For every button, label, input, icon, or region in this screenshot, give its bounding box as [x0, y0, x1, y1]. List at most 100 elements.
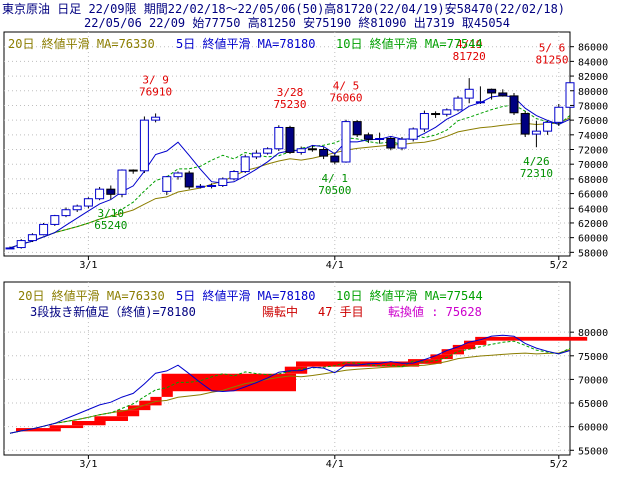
annotation-date: 4/ 5 [333, 80, 360, 93]
candle-body [5, 247, 15, 250]
candle-body [363, 134, 373, 140]
candle-body [375, 137, 385, 140]
candle-body [285, 126, 295, 153]
candle-body [397, 138, 407, 149]
annotation-value: 81720 [453, 50, 486, 63]
candle-body [50, 215, 60, 225]
annotation-date: 4/ 1 [322, 172, 349, 185]
candle-body [240, 156, 250, 173]
candle-body [520, 113, 530, 135]
legend-ma10: 10日 終値平滑 MA=77544 [336, 36, 483, 51]
candle-body [274, 126, 284, 150]
candle-body [251, 152, 261, 158]
new-price-brick [49, 425, 84, 429]
header-line-1: 東京原油 日足 22/09限 期間22/02/18～22/05/06(50)高8… [2, 1, 565, 16]
lower-ma10-line [9, 340, 571, 434]
candle-body [543, 121, 553, 132]
new-price-brick [16, 428, 61, 432]
candle-body [16, 240, 26, 249]
new-price-brick [116, 410, 140, 417]
candle-body [464, 88, 474, 99]
price-tick-label: 80000 [578, 87, 608, 98]
price-tick-label: 58000 [578, 248, 608, 259]
new-price-brick [161, 388, 173, 397]
candle-body [475, 101, 485, 104]
candle-body [128, 169, 138, 172]
annotation-date: 3/10 [98, 207, 125, 220]
legend-ma20-lower: 20日 終値平滑 MA=76330 [18, 288, 165, 303]
price-tick-label: 70000 [578, 160, 608, 171]
legend-ma5: 5日 終値平滑 MA=78180 [176, 36, 315, 51]
candle-body [263, 148, 273, 154]
header-line-2: 22/05/06 22/09 始77750 高81250 安75190 終810… [84, 15, 510, 30]
candle-body [72, 205, 82, 211]
candle-body [341, 121, 351, 163]
new-price-brick [94, 416, 128, 421]
price-tick-label: 62000 [578, 219, 608, 230]
candle-body [498, 92, 508, 97]
brick-date-tick-label: 3/1 [79, 459, 97, 470]
brick-grid [4, 282, 570, 455]
price-tick-label: 64000 [578, 204, 608, 215]
new-price-brick [408, 359, 442, 364]
brick-moving-average-lines [9, 334, 571, 434]
candle-body [95, 188, 105, 200]
brick-tick-label: 65000 [578, 399, 608, 410]
legend-ma10-lower: 10日 終値平滑 MA=77544 [336, 288, 483, 303]
annotation-value: 70500 [318, 184, 351, 197]
annotation-value: 76060 [329, 92, 362, 105]
candle-body [509, 95, 519, 114]
price-tick-label: 82000 [578, 72, 608, 83]
candle-body [307, 148, 317, 151]
price-y-axis: 58000 60000 62000 64000 66000 68000 70000 72000… [570, 43, 608, 259]
candle-body [173, 172, 183, 178]
price-x-axis: 3/1 4/1 5/2 [79, 256, 568, 271]
price-tick-label: 60000 [578, 234, 608, 245]
ma20-line [9, 117, 571, 249]
new-price-brick [430, 354, 453, 360]
trend-status: 陽転中 [262, 304, 298, 319]
price-tick-label: 78000 [578, 101, 608, 112]
new-price-bar-label: 3段抜き新値足（終値)=78180 [30, 304, 196, 319]
candle-body [453, 97, 463, 111]
annotation-date: 3/ 9 [142, 73, 169, 86]
annotation-date: 3/28 [277, 86, 304, 99]
annotation-value: 81250 [535, 54, 568, 67]
candle-body [487, 88, 497, 94]
legend-ma20: 20日 終値平滑 MA=76330 [8, 36, 155, 51]
annotation-value: 65240 [94, 219, 127, 232]
annotation-date: 4/26 [523, 155, 550, 168]
pivot-value: 転換値 : 75628 [388, 304, 482, 319]
price-tick-label: 76000 [578, 116, 608, 127]
candle-body [229, 171, 239, 180]
price-tick-label: 68000 [578, 175, 608, 186]
brick-tick-label: 75000 [578, 352, 608, 363]
candle-body [386, 137, 396, 149]
brick-date-tick-label: 4/1 [326, 459, 344, 470]
brick-tick-label: 80000 [578, 328, 608, 339]
candlestick-series [5, 78, 575, 250]
candle-body [419, 113, 429, 130]
new-price-brick [72, 420, 106, 426]
candle-body [195, 185, 205, 188]
candle-body [565, 82, 575, 108]
candle-body [554, 106, 564, 123]
candle-body [207, 184, 217, 187]
annotation-date: 5/ 6 [539, 42, 566, 55]
candle-body [117, 169, 127, 195]
candle-body [184, 172, 194, 188]
lower-ma5-line [9, 334, 571, 434]
brick-date-tick-label: 5/2 [550, 459, 568, 470]
date-tick-label: 4/1 [326, 260, 344, 271]
price-tick-label: 72000 [578, 146, 608, 157]
brick-tick-label: 55000 [578, 446, 608, 457]
new-price-brick [128, 405, 151, 411]
candle-body [531, 130, 541, 135]
new-price-bar-panel: 55000 60000 65000 70000 75000 80000 3/1 4/1 5/2… [3, 281, 608, 470]
candle-body [319, 149, 329, 157]
annotation-value: 76910 [139, 85, 172, 98]
candle-body [27, 234, 37, 242]
